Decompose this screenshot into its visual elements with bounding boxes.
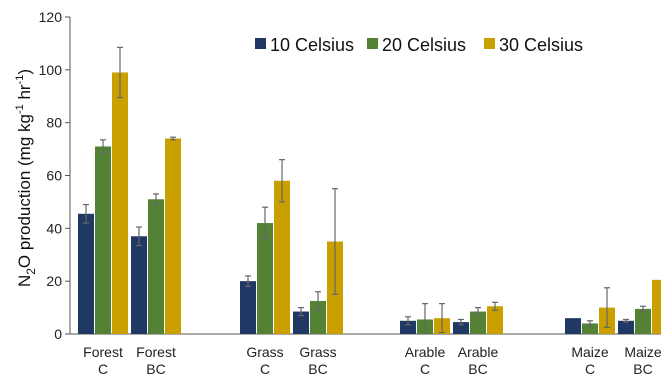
bar [165, 138, 181, 334]
bar [470, 311, 486, 334]
y-label-o: O production (mg kg [15, 114, 34, 268]
bar [148, 199, 164, 334]
bar [400, 320, 416, 334]
bar [635, 308, 651, 334]
bar [112, 72, 128, 334]
x-category-label: Grass [299, 344, 336, 360]
bar [95, 146, 111, 334]
x-axis-labels: ForestCForestBCGrassCGrassBCArableCArabl… [83, 344, 661, 377]
bar [293, 311, 309, 334]
bar [310, 300, 326, 334]
y-label-hr: hr [15, 84, 34, 104]
x-category-sublabel: C [98, 361, 108, 377]
legend-swatch [484, 38, 495, 49]
legend-label: 10 Celsius [270, 35, 354, 55]
y-tick-label: 20 [46, 273, 62, 289]
y-tick-label: 80 [46, 115, 62, 131]
y-axis-label: N2O production (mg kg-1 hr-1) [14, 69, 38, 287]
y-tick-label: 40 [46, 220, 62, 236]
x-category-sublabel: C [585, 361, 595, 377]
y-tick-label: 120 [39, 9, 63, 25]
y-label-n: N [15, 275, 34, 287]
bar [582, 323, 598, 334]
bar [240, 281, 256, 334]
x-category-label: Maize [624, 344, 661, 360]
legend: 10 Celsius 20 Celsius 30 Celsius [255, 35, 583, 55]
y-label-sub: 2 [24, 268, 38, 275]
bar [487, 306, 503, 334]
x-category-label: Maize [571, 344, 609, 360]
x-category-label: Arable [458, 344, 499, 360]
x-category-sublabel: BC [308, 361, 327, 377]
legend-label: 30 Celsius [499, 35, 583, 55]
x-category-sublabel: BC [146, 361, 165, 377]
y-tick-label: 100 [39, 62, 63, 78]
x-category-label: Forest [136, 344, 176, 360]
bar [565, 318, 581, 334]
y-label-sup2: -1 [14, 75, 26, 85]
y-label-close: ) [15, 69, 34, 75]
x-category-label: Arable [405, 344, 446, 360]
bar [274, 180, 290, 334]
legend-swatch [255, 38, 266, 49]
y-tick-label: 0 [54, 326, 62, 342]
x-category-sublabel: C [260, 361, 270, 377]
x-category-label: Grass [246, 344, 283, 360]
x-category-sublabel: C [420, 361, 430, 377]
y-tick-label: 60 [46, 168, 62, 184]
bar [131, 236, 147, 334]
bars [78, 46, 661, 335]
bar [78, 213, 94, 334]
y-label-sup1: -1 [14, 104, 26, 114]
bar [257, 223, 273, 334]
bar [652, 279, 661, 334]
x-category-label: Forest [83, 344, 123, 360]
bar [618, 320, 634, 334]
x-category-sublabel: BC [633, 361, 652, 377]
x-category-sublabel: BC [468, 361, 487, 377]
legend-swatch [367, 38, 378, 49]
bar [453, 322, 469, 334]
legend-label: 20 Celsius [382, 35, 466, 55]
